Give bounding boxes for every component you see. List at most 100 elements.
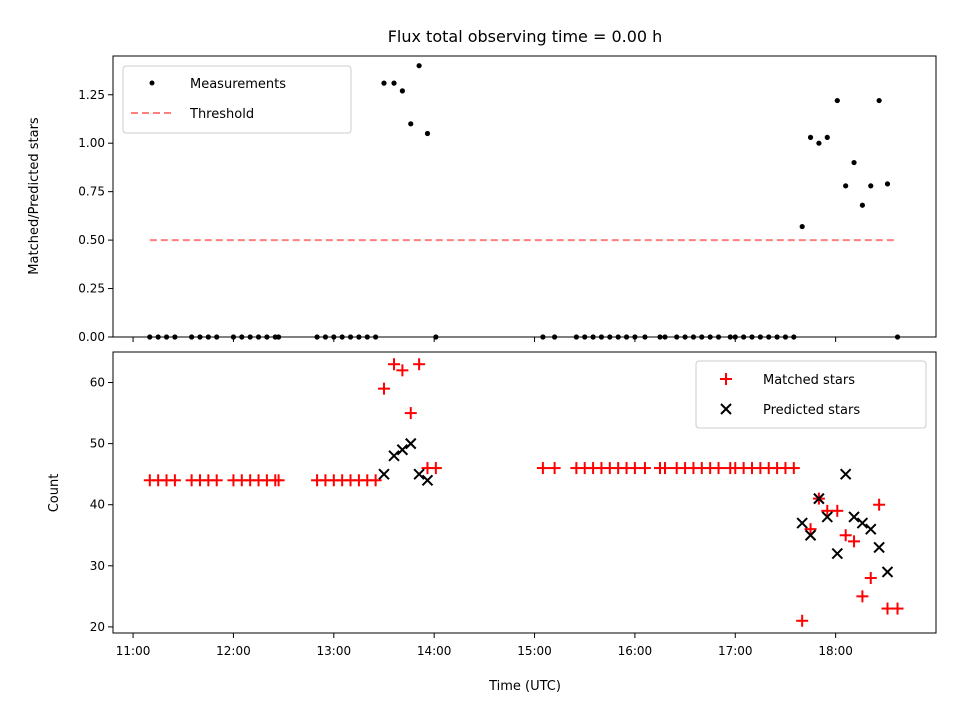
matched-star-point <box>856 590 869 603</box>
measurement-point <box>662 334 668 340</box>
top-data-marks <box>147 63 901 340</box>
measurement-point <box>552 334 558 340</box>
matched-star-point <box>413 358 426 371</box>
matched-star-point <box>881 602 894 615</box>
measurement-point <box>657 334 663 340</box>
matched-star-point <box>548 462 561 475</box>
predicted-star-point <box>405 437 417 450</box>
measurement-point <box>255 334 262 340</box>
legend-predicted-marker <box>720 403 732 415</box>
matched-star-point <box>388 358 401 371</box>
measurement-point <box>582 334 588 340</box>
measurement-point <box>749 334 755 340</box>
predicted-star-point <box>848 511 860 523</box>
bottom-data-marks <box>143 358 904 627</box>
measurement-point <box>843 183 849 189</box>
legend-matched-label: Matched stars <box>763 373 855 388</box>
matched-star-point <box>396 364 409 377</box>
measurement-point <box>674 334 680 340</box>
measurement-point <box>816 140 822 146</box>
matched-star-point <box>864 572 877 585</box>
measurement-point <box>741 334 747 340</box>
matched-star-point <box>873 498 886 511</box>
matched-star-point <box>787 462 800 475</box>
measurement-point <box>799 223 805 230</box>
predicted-star-point <box>421 474 434 486</box>
bottom-y-tick-label: 60 <box>90 376 105 390</box>
predicted-star-point <box>378 468 390 480</box>
measurement-point <box>189 334 195 340</box>
matched-star-point <box>210 474 223 487</box>
matched-star-point <box>272 474 285 487</box>
bottom-x-tick-label: 18:00 <box>818 644 853 658</box>
predicted-star-point <box>856 517 869 529</box>
bottom-x-tick-label: 17:00 <box>718 644 753 658</box>
measurement-point <box>807 134 814 140</box>
matched-star-point <box>429 462 442 475</box>
bottom-y-tick-label: 30 <box>90 559 105 573</box>
bottom-x-tick-label: 13:00 <box>317 644 352 658</box>
measurement-point <box>147 334 153 340</box>
measurement-point <box>782 334 789 340</box>
bottom-y-axis: 20 30 40 50 60 <box>90 376 113 634</box>
predicted-star-point <box>821 511 833 523</box>
matched-star-point <box>628 462 641 475</box>
bottom-y-tick-label: 40 <box>90 498 105 512</box>
top-legend-frame <box>122 65 352 134</box>
predicted-star-point <box>873 541 885 554</box>
measurement-point <box>715 334 722 340</box>
measurement-point <box>598 334 605 340</box>
measurement-point <box>276 334 282 340</box>
matched-star-point <box>891 602 904 615</box>
matched-star-point <box>839 529 852 542</box>
predicted-star-point <box>796 517 808 529</box>
measurement-point <box>197 334 203 340</box>
measurement-point <box>642 334 648 340</box>
bottom-y-axis-label: Count <box>47 474 62 513</box>
measurement-point <box>314 334 320 340</box>
measurement-point <box>373 334 379 340</box>
measurement-point <box>424 130 431 137</box>
top-y-axis: 0.00 0.25 0.50 0.75 1.00 1.25 <box>78 88 113 344</box>
matched-star-point <box>369 474 382 487</box>
measurement-point <box>230 334 237 340</box>
measurement-point <box>707 334 713 340</box>
top-y-tick-label: 0.50 <box>78 233 105 247</box>
measurement-point <box>607 334 613 340</box>
measurement-point <box>851 159 857 166</box>
predicted-star-point <box>813 492 825 505</box>
legend-measurements-marker <box>149 80 155 86</box>
top-y-axis-label: Matched/Predicted stars <box>27 117 42 275</box>
top-chart-title: Flux total observing time = 0.00 h <box>388 27 663 46</box>
measurement-point <box>322 334 329 340</box>
bottom-panel: 20 30 40 50 60 11:00 12:00 13:00 14:00 15:00 16:0… <box>47 351 937 694</box>
top-y-tick-label: 0.00 <box>78 330 105 344</box>
predicted-star-point <box>881 566 894 578</box>
measurement-point <box>766 334 772 340</box>
measurement-point <box>573 334 579 340</box>
measurement-point <box>791 334 797 340</box>
matched-star-point <box>831 504 844 517</box>
top-panel: Flux total observing time = 0.00 h 0.00 0… <box>27 27 937 344</box>
measurement-point <box>859 202 865 208</box>
matched-star-point <box>404 407 417 420</box>
predicted-star-point <box>865 523 877 535</box>
measurement-point <box>632 334 638 340</box>
measurement-point <box>884 181 891 187</box>
measurement-point <box>540 334 546 340</box>
top-y-tick-label: 0.75 <box>78 185 105 199</box>
matched-star-point <box>377 382 390 395</box>
top-y-tick-label: 1.00 <box>78 136 105 150</box>
measurement-point <box>339 334 345 340</box>
measurement-point <box>682 334 688 340</box>
measurement-point <box>623 334 630 340</box>
matched-star-point <box>659 462 672 475</box>
matched-star-point <box>848 535 861 548</box>
bottom-x-tick-label: 15:00 <box>517 644 552 658</box>
measurement-point <box>732 334 738 340</box>
bottom-x-axis: 11:00 12:00 13:00 14:00 15:00 16:00 17:00 18:00 <box>116 633 853 658</box>
measurement-point <box>214 334 220 340</box>
legend-predicted-label: Predicted stars <box>763 403 860 418</box>
measurement-point <box>381 80 387 86</box>
